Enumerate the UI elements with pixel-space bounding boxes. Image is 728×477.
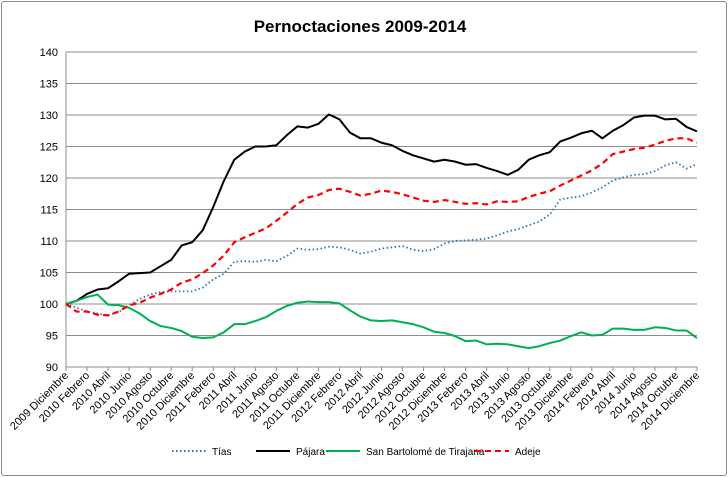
legend-label: Pájara <box>296 447 325 458</box>
y-tick-label: 140 <box>40 47 58 59</box>
series-lines <box>65 113 698 350</box>
y-axis-ticks: 90 95 100 105 110 115 120 125 130 135 140 <box>40 47 58 374</box>
y-tick-label: 130 <box>40 110 58 122</box>
gridlines <box>65 51 697 368</box>
y-tick-label: 100 <box>40 299 58 311</box>
y-tick-label: 120 <box>40 173 58 185</box>
y-tick-label: 125 <box>40 142 58 154</box>
y-tick-label: 90 <box>46 362 58 374</box>
y-tick-label: 115 <box>40 205 58 217</box>
legend-label: Adeje <box>515 447 541 458</box>
legend-label: Tías <box>212 447 231 458</box>
series-line-1 <box>65 161 698 317</box>
legend-label: San Bartolomé de Tirajana <box>366 447 485 458</box>
series-line-3 <box>65 293 698 350</box>
chart-title: Pernoctaciones 2009-2014 <box>254 17 467 36</box>
y-tick-label: 135 <box>40 79 58 91</box>
legend: Tías Pájara San Bartolomé de Tirajana Adeje <box>172 447 541 458</box>
series-line-4 <box>65 137 698 317</box>
series-line-2 <box>65 113 698 305</box>
y-tick-label: 95 <box>46 331 58 343</box>
y-tick-label: 105 <box>40 268 58 280</box>
y-tick-label: 110 <box>40 236 58 248</box>
